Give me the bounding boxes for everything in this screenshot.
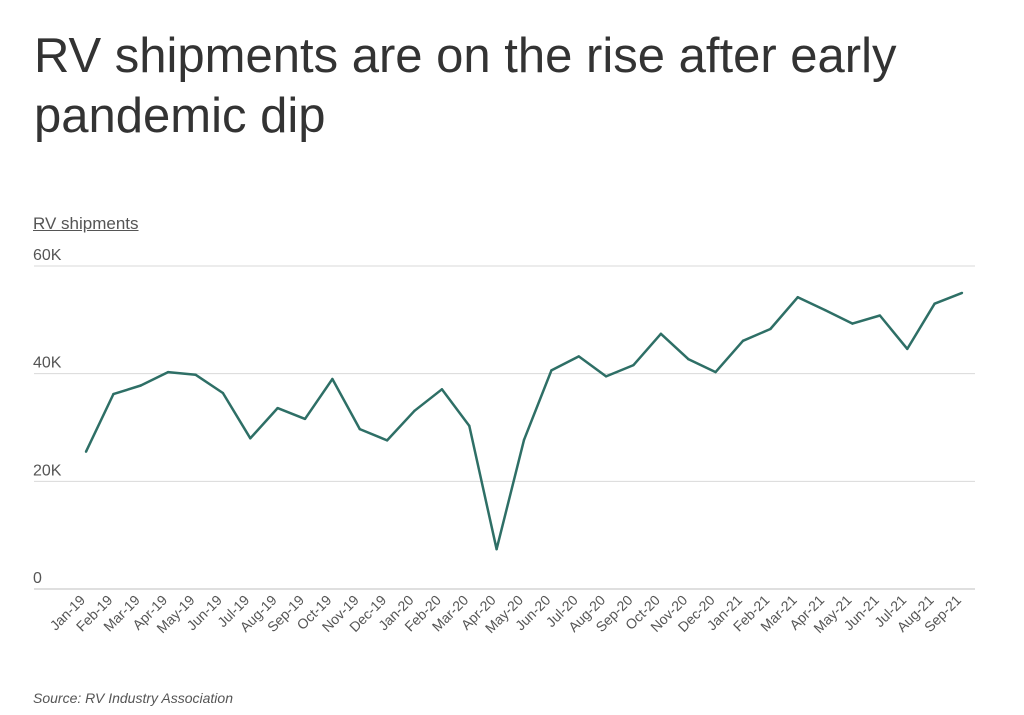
data-point <box>440 388 444 391</box>
data-point <box>741 339 745 343</box>
data-point <box>823 308 827 312</box>
data-point <box>221 391 225 395</box>
data-point <box>714 370 717 374</box>
data-point <box>769 327 772 331</box>
data-point <box>166 370 170 374</box>
data-point <box>249 437 252 440</box>
data-point <box>878 314 882 317</box>
data-point <box>851 322 854 325</box>
y-tick-label: 0 <box>33 570 42 587</box>
data-point <box>550 369 553 372</box>
y-axis-label: RV shipments <box>33 214 139 233</box>
data-point <box>604 375 608 378</box>
data-point <box>687 357 690 361</box>
chart-title: RV shipments are on the rise after early… <box>34 29 897 143</box>
data-point <box>906 347 909 351</box>
data-point <box>933 302 936 305</box>
data-point <box>385 439 389 442</box>
data-point <box>960 291 964 295</box>
source-note: Source: RV Industry Association <box>33 690 233 706</box>
data-point <box>413 409 416 413</box>
data-point <box>468 424 471 428</box>
y-tick-label: 60K <box>33 247 62 264</box>
data-point <box>84 450 88 453</box>
series-line <box>84 291 963 551</box>
data-point <box>495 547 498 551</box>
data-point <box>303 417 307 421</box>
data-point <box>632 363 635 367</box>
data-point <box>796 296 799 299</box>
data-point <box>358 427 361 431</box>
data-point <box>194 373 197 376</box>
y-tick-labels: 0 20K 40K 60K <box>33 247 62 587</box>
data-point <box>331 377 334 381</box>
data-point <box>139 384 142 387</box>
data-points <box>84 291 964 551</box>
data-point <box>522 438 526 442</box>
data-point <box>659 332 663 336</box>
y-tick-label: 20K <box>33 462 62 479</box>
data-point <box>276 406 279 410</box>
data-point <box>112 392 115 396</box>
x-tick-labels: Jan-19Feb-19Mar-19Apr-19May-19Jun-19Jul-… <box>47 592 965 636</box>
y-tick-label: 40K <box>33 355 62 372</box>
data-point <box>577 355 580 358</box>
